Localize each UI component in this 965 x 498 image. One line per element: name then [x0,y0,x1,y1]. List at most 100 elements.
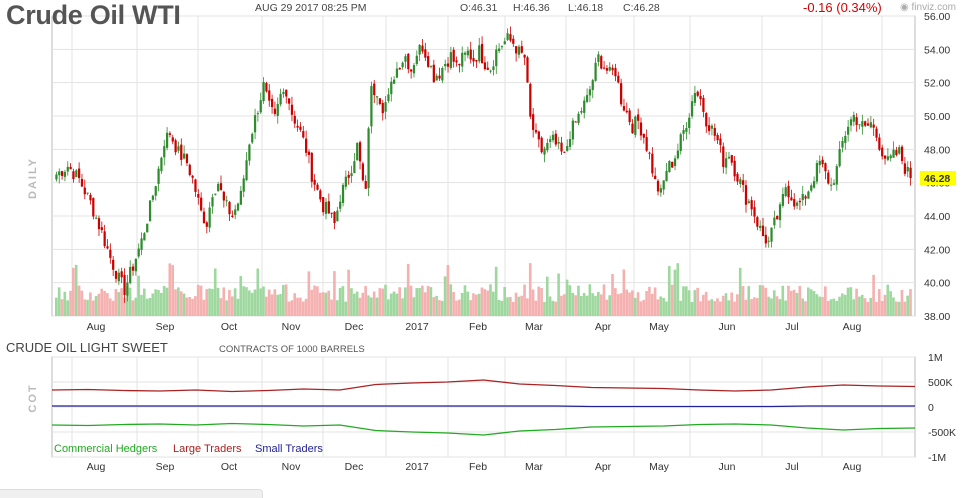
volume-bar [330,299,333,316]
volume-bar [821,296,824,316]
candle-body [560,142,563,152]
volume-bar [832,298,836,316]
candle-body [847,126,850,135]
volume-bar [815,294,819,316]
volume-bar [477,293,481,316]
candle-body [778,204,782,221]
candle-body [455,60,458,63]
volume-bar [267,289,271,316]
volume-bar [426,285,430,316]
candle-body [696,91,699,96]
volume-bar [270,294,274,316]
candle-body [574,121,577,123]
candle-body [129,266,132,283]
volume-bar [466,291,470,316]
volume-bar [313,285,316,316]
x-tick-label: Jul [785,321,798,333]
volume-bar [435,295,438,316]
candle-body [341,184,345,203]
candle-body [861,121,864,127]
volume-bar [741,286,745,316]
volume-bar [858,296,861,316]
candle-body [392,79,396,84]
x-tick-label: Dec [345,461,364,473]
volume-bar [900,289,904,316]
x-tick-label: Feb [469,321,487,333]
candle-body [137,248,140,257]
page-title: Crude Oil WTI [6,0,181,30]
cot-tick-label: 1M [928,352,943,364]
volume-bar [682,286,685,316]
volume-bar [72,267,75,316]
volume-bar [605,299,609,316]
candle-body [622,106,626,111]
candle-body [784,187,787,197]
volume-bar [202,299,206,316]
candle-body [790,197,793,201]
candle-body [333,211,336,224]
volume-bar [608,295,611,316]
x-tick-label: Sep [156,461,175,473]
candle-body [410,69,413,72]
x-axis-price: Aug Sep Oct Nov Dec 2017 Feb Mar Apr May Jun Jul Aug [87,321,862,333]
price-tick-label: 40.00 [924,278,950,290]
volume-bar [636,292,640,316]
volume-bar [69,290,72,316]
volume-bar [350,288,353,316]
candle-body [656,180,660,192]
candle-body [583,100,586,113]
volume-bar [66,300,69,316]
candle-body [515,46,518,54]
volume-bar [818,296,821,316]
candle-body [72,171,75,179]
candle-body [744,185,748,205]
candle-body [804,196,807,199]
candle-body [350,173,353,177]
bottom-scrollbar[interactable] [0,489,263,498]
candle-body [429,65,433,67]
cot-series-line [51,422,916,436]
volume-bar [548,296,552,316]
price-tick-label: 56.00 [924,11,950,23]
candle-body [83,187,86,195]
volume-bar [367,295,370,316]
volume-bar [599,294,603,316]
volume-bar [412,297,416,316]
candle-body [66,166,69,172]
volume-bar [534,300,538,316]
volume-bar [213,268,217,316]
volume-bar [194,296,197,316]
candle-body [466,50,470,56]
volume-bar [713,301,716,316]
candle-body [659,188,662,193]
candle-body [194,179,197,192]
volume-bar [469,300,472,316]
candle-body [182,153,186,159]
candle-body [330,212,333,214]
candle-body [86,192,89,194]
candle-body [727,156,731,159]
volume-bar [897,301,901,316]
price-tick-label: 42.00 [924,244,950,256]
candle-body [517,46,521,55]
candle-body [855,117,858,125]
volume-bar [97,293,101,316]
candle-body [568,139,572,147]
volume-bar [415,288,419,316]
volume-bar [191,298,194,316]
volume-bar [301,301,305,316]
candle-body [202,211,206,224]
candle-body [554,133,557,145]
volume-bar [696,287,699,316]
volume-bar [628,292,631,316]
candle-body [163,146,166,158]
candle-body [285,89,288,97]
volume-bar [60,299,64,316]
candle-body [883,155,887,159]
candle-body [435,75,438,81]
volume-bar [296,297,299,316]
candle-body [537,131,540,140]
candle-body [339,201,342,209]
volume-bar [63,291,67,316]
volume-bar [795,292,799,316]
